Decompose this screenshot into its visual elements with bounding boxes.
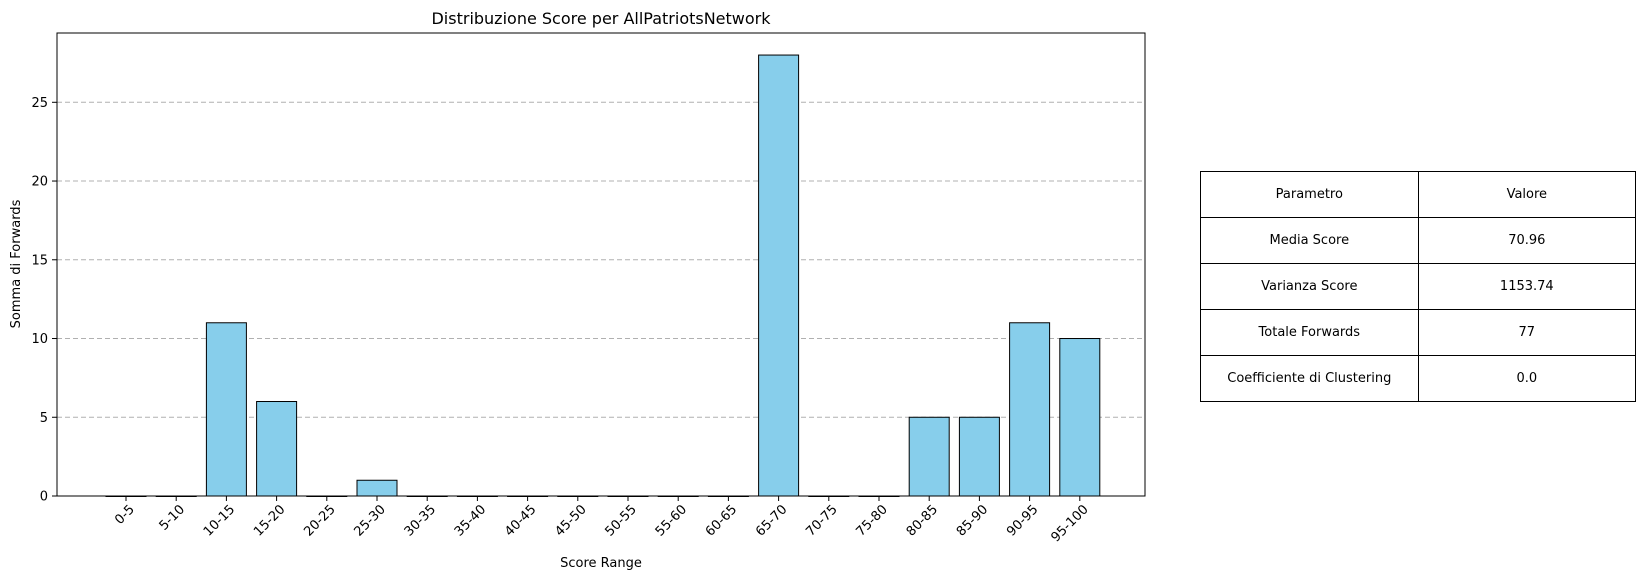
bars [105,54,1101,497]
table-header-valore: Valore [1417,171,1637,218]
x-tick-label: 80-85 [904,502,941,539]
x-tick-label: 75-80 [854,502,891,539]
stats-table: Parametro Valore Media Score 70.96 Varia… [1200,171,1637,402]
y-tick-label: 25 [31,96,48,111]
bar-85-90 [958,416,1000,497]
bar-25-30 [356,479,398,497]
x-tick-label: 40-45 [502,502,539,539]
y-axis-ticks: 0 5 10 15 20 25 [31,96,57,505]
x-tick-label: 0-5 [112,502,138,528]
x-tick-label: 70-75 [803,502,840,539]
x-tick-label: 45-50 [552,502,589,539]
table-cell-param: Coefficiente di Clustering [1200,355,1419,402]
bar-65-70 [758,54,800,497]
bar-90-95 [1009,322,1051,497]
table-row: Media Score 70.96 [1200,217,1637,264]
x-tick-label: 15-20 [251,502,288,539]
x-tick-label: 55-60 [653,502,690,539]
x-tick-label: 10-15 [201,502,238,539]
x-tick-label: 30-35 [402,502,439,539]
bar-95-100 [1059,338,1101,497]
x-tick-label: 50-55 [603,502,640,539]
table-cell-value: 70.96 [1417,217,1637,264]
chart-title: Distribuzione Score per AllPatriotsNetwo… [431,9,771,28]
table-cell-param: Varianza Score [1200,263,1419,310]
table-row: Varianza Score 1153.74 [1200,263,1637,310]
y-axis-label: Somma di Forwards [9,199,24,328]
bar-15-20 [256,401,298,497]
x-tick-label: 95-100 [1048,502,1091,545]
table-cell-value: 1153.74 [1417,263,1637,310]
x-tick-label: 90-95 [1004,502,1041,539]
x-axis-label: Score Range [560,556,642,571]
table-header-parametro: Parametro [1200,171,1419,218]
x-tick-label: 25-30 [352,502,389,539]
y-tick-label: 0 [40,490,48,505]
x-tick-label: 85-90 [954,502,991,539]
table-cell-value: 0.0 [1417,355,1637,402]
table-row: Totale Forwards 77 [1200,309,1637,356]
plot-frame [56,32,1146,497]
x-tick-label: 60-65 [703,502,740,539]
table-header-row: Parametro Valore [1200,171,1637,218]
table-cell-value: 77 [1417,309,1637,356]
x-tick-label: 20-25 [301,502,338,539]
y-tick-label: 20 [31,175,48,190]
bar-10-15 [205,322,247,497]
x-tick-label: 65-70 [753,502,790,539]
y-tick-label: 5 [40,411,48,426]
x-tick-label: 35-40 [452,502,489,539]
y-tick-label: 10 [31,332,48,347]
table-cell-param: Media Score [1200,217,1419,264]
x-tick-label: 5-10 [157,502,188,533]
x-axis-ticks: 0-5 5-10 10-15 15-20 20-25 25-30 30-35 35-40 40-… [112,496,1092,545]
table-cell-param: Totale Forwards [1200,309,1419,356]
table-row: Coefficiente di Clustering 0.0 [1200,355,1637,402]
y-tick-label: 15 [31,253,48,268]
bar-80-85 [908,416,950,497]
